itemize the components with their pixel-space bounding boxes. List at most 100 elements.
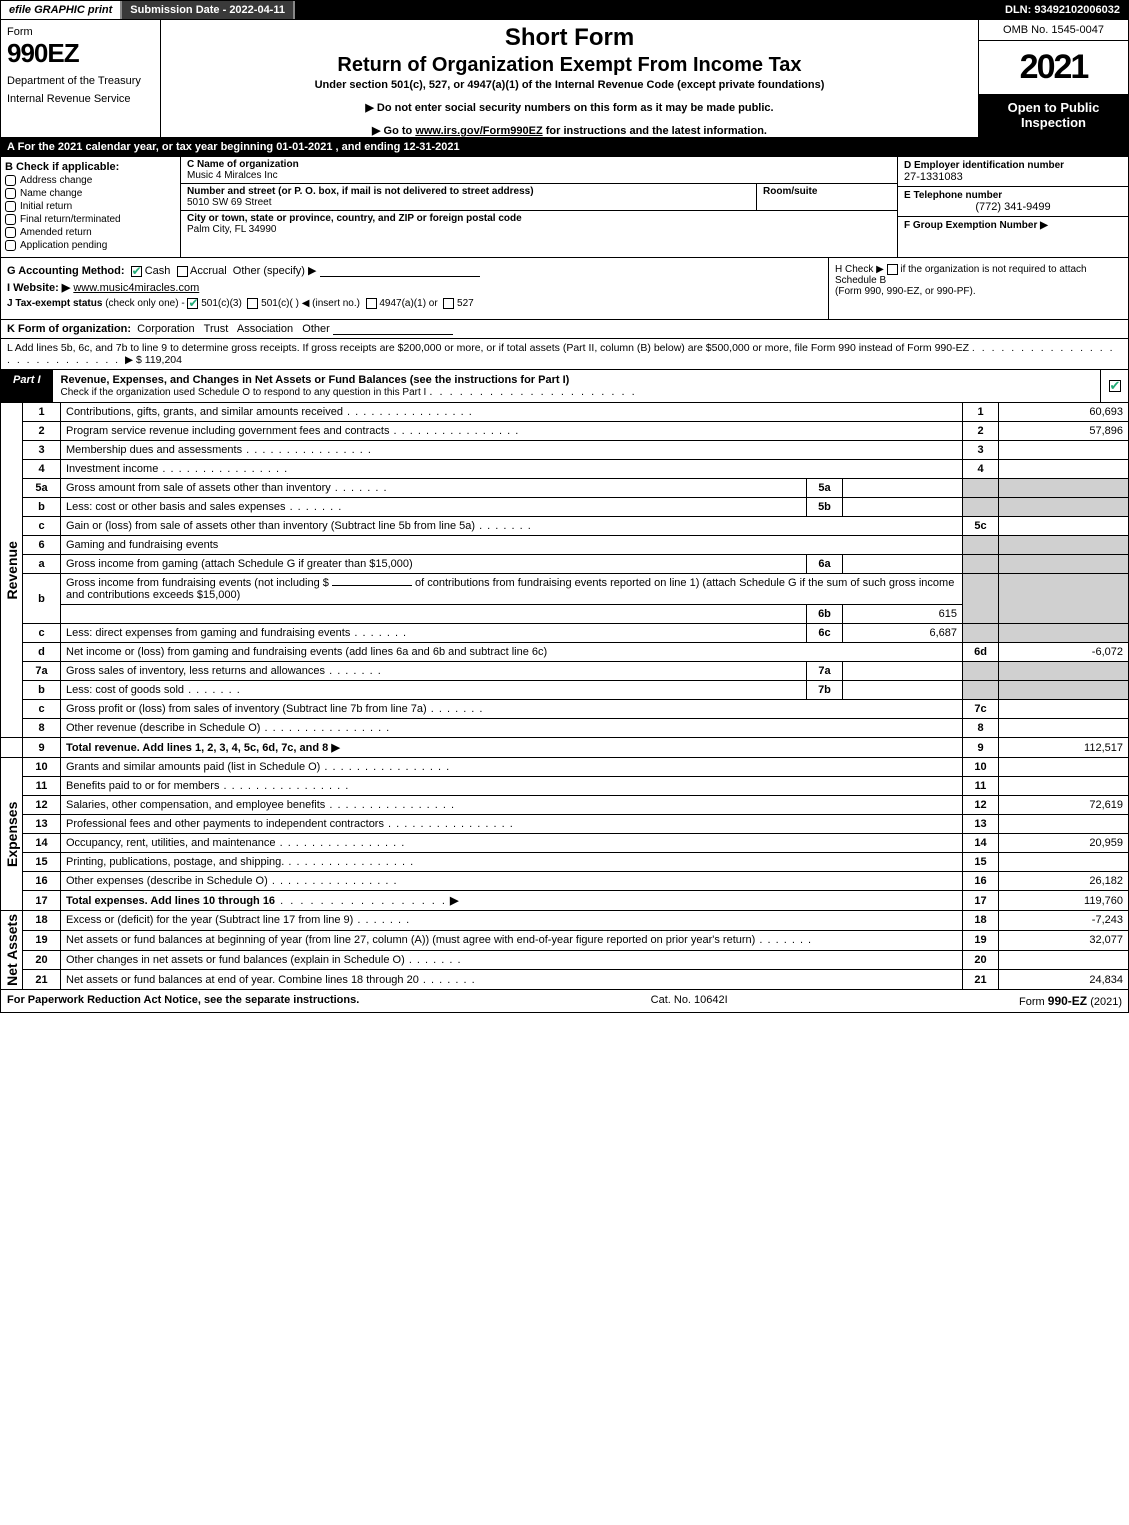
expenses-side-label: Expenses	[1, 758, 23, 911]
table-row: b Less: cost or other basis and sales ex…	[1, 498, 1129, 517]
room-label: Room/suite	[763, 186, 891, 197]
table-row: 17 Total expenses. Add lines 10 through …	[1, 891, 1129, 911]
room-cell: Room/suite	[757, 184, 897, 210]
city-value: Palm City, FL 34990	[187, 224, 891, 235]
col-b-title: B Check if applicable:	[5, 161, 176, 173]
cb-527[interactable]	[443, 298, 454, 309]
i-label: I Website: ▶	[7, 282, 70, 294]
cb-final-return[interactable]: Final return/terminated	[5, 214, 176, 225]
j-sub: (check only one) -	[105, 298, 184, 309]
ein-value: 27-1331083	[904, 171, 1122, 183]
dln-label: DLN: 93492102006032	[997, 1, 1128, 19]
org-name-label: C Name of organization	[187, 159, 891, 170]
website-line: I Website: ▶ www.music4miracles.com	[7, 281, 822, 294]
part-1-checkbox-cell	[1100, 370, 1128, 402]
footer-left: For Paperwork Reduction Act Notice, see …	[7, 994, 359, 1008]
g-label: G Accounting Method:	[7, 265, 125, 277]
efile-label: efile GRAPHIC print	[1, 1, 120, 19]
part-1-title: Revenue, Expenses, and Changes in Net As…	[53, 370, 1100, 402]
table-row: 12 Salaries, other compensation, and emp…	[1, 796, 1129, 815]
checkbox-icon	[5, 240, 16, 251]
row-l: L Add lines 5b, 6c, and 7b to line 9 to …	[0, 339, 1129, 370]
col-b: B Check if applicable: Address change Na…	[1, 157, 181, 257]
table-row: 11 Benefits paid to or for members 11	[1, 777, 1129, 796]
footer: For Paperwork Reduction Act Notice, see …	[0, 990, 1129, 1013]
col-val: 60,693	[999, 403, 1129, 422]
table-row: 4 Investment income 4	[1, 460, 1129, 479]
table-row: 19 Net assets or fund balances at beginn…	[1, 930, 1129, 950]
street-cell: Number and street (or P. O. box, if mail…	[181, 184, 757, 210]
footer-right: Form 990-EZ (2021)	[1019, 994, 1122, 1008]
h-text3: (Form 990, 990-EZ, or 990-PF).	[835, 286, 976, 297]
cb-schedule-b[interactable]	[887, 264, 898, 275]
instruction-ssn: ▶ Do not enter social security numbers o…	[171, 101, 968, 114]
checkbox-icon	[5, 201, 16, 212]
table-row: c Less: direct expenses from gaming and …	[1, 624, 1129, 643]
inspection-badge: Open to Public Inspection	[979, 94, 1128, 137]
omb-number: OMB No. 1545-0047	[979, 20, 1128, 41]
l-value: 119,204	[145, 354, 182, 366]
table-row: 14 Occupancy, rent, utilities, and maint…	[1, 834, 1129, 853]
form-number-box: Form 990EZ Department of the Treasury In…	[1, 20, 161, 137]
col-c: C Name of organization Music 4 Miralces …	[181, 157, 898, 257]
table-row: d Net income or (loss) from gaming and f…	[1, 643, 1129, 662]
tax-exempt-line: J Tax-exempt status (check only one) - 5…	[7, 298, 822, 309]
cb-schedule-o[interactable]	[1109, 380, 1121, 392]
cb-accrual[interactable]	[177, 266, 188, 277]
table-row: a Gross income from gaming (attach Sched…	[1, 555, 1129, 574]
part-1-table: Revenue 1 Contributions, gifts, grants, …	[0, 403, 1129, 990]
tax-year: 2021	[979, 41, 1128, 94]
cb-initial-return[interactable]: Initial return	[5, 201, 176, 212]
table-row: Expenses 10 Grants and similar amounts p…	[1, 758, 1129, 777]
table-row: 3 Membership dues and assessments 3	[1, 441, 1129, 460]
row-k: K Form of organization: Corporation Trus…	[0, 320, 1129, 339]
instr2-pre: ▶ Go to	[372, 125, 415, 137]
website-value[interactable]: www.music4miracles.com	[73, 282, 199, 294]
right-box: OMB No. 1545-0047 2021 Open to Public In…	[978, 20, 1128, 137]
revenue-side-label: Revenue	[1, 403, 23, 738]
form-header: Form 990EZ Department of the Treasury In…	[0, 20, 1129, 138]
line-desc: Contributions, gifts, grants, and simila…	[61, 403, 963, 422]
cb-4947[interactable]	[366, 298, 377, 309]
footer-mid: Cat. No. 10642I	[651, 994, 728, 1008]
table-row: Net Assets 18 Excess or (deficit) for th…	[1, 911, 1129, 931]
table-row: 6 Gaming and fundraising events	[1, 536, 1129, 555]
section-bcdef: B Check if applicable: Address change Na…	[0, 157, 1129, 258]
line-no: 1	[23, 403, 61, 422]
cb-name-change[interactable]: Name change	[5, 188, 176, 199]
irs-link[interactable]: www.irs.gov/Form990EZ	[415, 125, 542, 137]
other-org-blank	[333, 323, 453, 335]
top-strip: efile GRAPHIC print Submission Date - 20…	[0, 0, 1129, 20]
dept-treasury: Department of the Treasury	[7, 75, 154, 87]
table-row: 2 Program service revenue including gove…	[1, 422, 1129, 441]
part-1-tab: Part I	[1, 370, 53, 402]
cb-501c[interactable]	[247, 298, 258, 309]
cb-cash[interactable]	[131, 266, 142, 277]
table-row: 7a Gross sales of inventory, less return…	[1, 662, 1129, 681]
street-room-row: Number and street (or P. O. box, if mail…	[181, 184, 897, 211]
part-1-header: Part I Revenue, Expenses, and Changes in…	[0, 370, 1129, 403]
cb-address-change[interactable]: Address change	[5, 175, 176, 186]
street-label: Number and street (or P. O. box, if mail…	[187, 186, 750, 197]
table-row: 20 Other changes in net assets or fund b…	[1, 950, 1129, 970]
col-def: D Employer identification number 27-1331…	[898, 157, 1128, 257]
table-row: b Gross income from fundraising events (…	[1, 574, 1129, 605]
table-row: 9 Total revenue. Add lines 1, 2, 3, 4, 5…	[1, 738, 1129, 758]
h-text1: H Check ▶	[835, 264, 887, 275]
instruction-link: ▶ Go to www.irs.gov/Form990EZ for instru…	[171, 124, 968, 137]
row-a-tax-year: A For the 2021 calendar year, or tax yea…	[0, 138, 1129, 157]
cb-501c3[interactable]	[187, 298, 198, 309]
city-label: City or town, state or province, country…	[187, 213, 891, 224]
group-exemption-cell: F Group Exemption Number ▶	[898, 217, 1128, 234]
k-label: K Form of organization:	[7, 323, 131, 335]
netassets-side-label: Net Assets	[1, 911, 23, 990]
table-row: c Gain or (loss) from sale of assets oth…	[1, 517, 1129, 536]
cb-amended-return[interactable]: Amended return	[5, 227, 176, 238]
cb-application-pending[interactable]: Application pending	[5, 240, 176, 251]
table-row: 8 Other revenue (describe in Schedule O)…	[1, 719, 1129, 738]
group-label: F Group Exemption Number ▶	[904, 220, 1122, 231]
part-1-subtitle: Check if the organization used Schedule …	[61, 387, 427, 398]
l-text: L Add lines 5b, 6c, and 7b to line 9 to …	[7, 342, 969, 354]
form-number: 990EZ	[7, 38, 154, 69]
table-row: b Less: cost of goods sold 7b	[1, 681, 1129, 700]
